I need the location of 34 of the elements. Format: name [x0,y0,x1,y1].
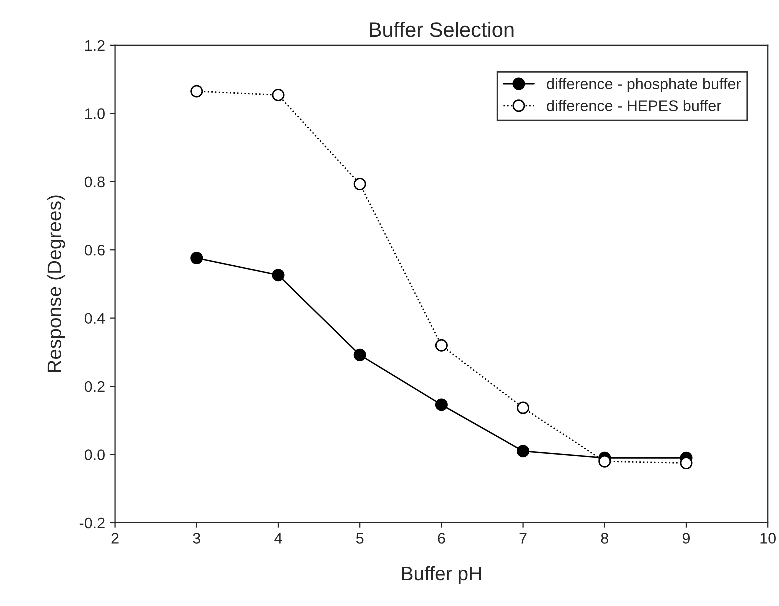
x-tick-label: 4 [274,533,282,544]
point [517,402,530,414]
x-axis-title: Buffer pH [402,566,482,585]
y-tick-label: 0.2 [84,381,105,392]
point [517,445,530,458]
point [354,178,366,191]
y-axis-title: Response (Degrees) [47,196,66,372]
x-tick-label: 3 [193,533,200,544]
point [435,339,448,352]
point [680,457,693,470]
x-tick-label: 9 [682,533,690,544]
point [598,455,612,468]
point [435,398,448,412]
y-tick-label: -0.2 [80,518,105,529]
y-tick-label: 1.0 [86,108,105,120]
y-tick-label: 0.4 [84,313,106,324]
x-tick-label: 7 [520,533,527,544]
x-tick-label: 2 [112,533,119,544]
point [190,85,204,98]
point [272,269,285,282]
x-tick-label: 8 [601,533,608,544]
point [354,348,366,362]
y-tick-label: 1.2 [86,40,105,51]
y-tick-label: 0.6 [84,244,105,256]
chart-title: Buffer Selection [370,22,514,38]
y-tick-label: 0.0 [84,450,105,460]
point [190,252,204,265]
x-tick-label: 10 [760,533,776,544]
x-tick-label: 6 [438,533,446,544]
legend-label: difference - HEPES buffer [547,100,722,112]
legend-label: difference - phosphate buffer [547,78,742,93]
point [272,89,285,102]
x-tick-label: 5 [356,533,364,544]
y-tick-label: 0.8 [84,176,105,188]
